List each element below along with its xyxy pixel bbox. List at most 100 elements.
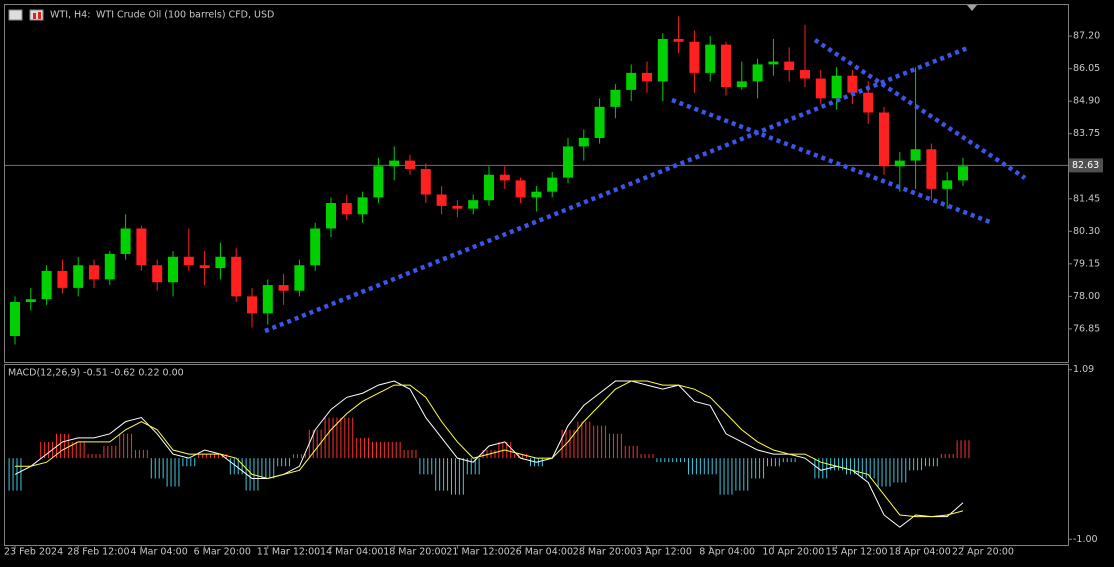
candle-body xyxy=(926,149,937,189)
x-tick-label: 3 Apr 12:00 xyxy=(636,547,692,558)
y-tick-label: 81.45 xyxy=(1073,193,1100,204)
icon-chart xyxy=(29,9,44,21)
x-tick-label: 28 Feb 12:00 xyxy=(67,547,129,558)
y-tick-label: 1.09 xyxy=(1073,364,1094,375)
candle-body xyxy=(657,38,668,82)
candle-body xyxy=(326,203,336,229)
x-tick-label: 28 Mar 20:00 xyxy=(573,547,636,558)
candle-body xyxy=(894,160,905,167)
last-price-box xyxy=(1069,158,1103,173)
candle-body xyxy=(310,228,321,266)
y-tick-label: 80.30 xyxy=(1073,226,1100,237)
candle-body xyxy=(89,265,99,280)
x-tick-label: 18 Mar 20:00 xyxy=(383,547,446,558)
candle-body xyxy=(436,194,447,206)
x-tick-label: 15 Apr 12:00 xyxy=(826,547,888,558)
channel-upper-line xyxy=(813,38,1027,180)
candle-body xyxy=(594,106,605,138)
candle-body xyxy=(689,41,700,73)
y-tick-label: 83.75 xyxy=(1073,128,1100,139)
channel-lower-line xyxy=(671,97,991,225)
trend-lines xyxy=(264,38,1027,334)
x-tick-label: 11 Mar 12:00 xyxy=(257,547,320,558)
candle-body xyxy=(673,38,684,42)
x-tick-label: 18 Apr 04:00 xyxy=(889,547,951,558)
candle-body xyxy=(294,265,305,291)
candle-body xyxy=(721,44,731,88)
symbol: WTI, H4: xyxy=(50,10,90,21)
shift-marker[interactable] xyxy=(967,5,977,11)
candle-body xyxy=(499,174,510,181)
candle-body xyxy=(183,256,194,266)
symbol-icons xyxy=(8,9,44,21)
y-tick-label: 84.90 xyxy=(1073,96,1100,107)
y-tick-label: 78.00 xyxy=(1073,291,1100,302)
candle-body xyxy=(25,299,36,303)
x-tick-label: 8 Apr 04:00 xyxy=(699,547,755,558)
candle-body xyxy=(152,265,163,283)
candle-body xyxy=(531,191,542,198)
macd-title: MACD(12,26,9) -0.51 -0.62 0.22 0.00 xyxy=(8,368,184,379)
candle-body xyxy=(262,285,273,314)
macd-panel-frame xyxy=(4,364,1069,546)
candle-body xyxy=(942,180,953,189)
x-tick-label: 6 Mar 20:00 xyxy=(194,547,251,558)
y-tick-label: 86.05 xyxy=(1073,63,1100,74)
macd-line xyxy=(15,380,964,518)
y-tick-label: 76.85 xyxy=(1073,323,1100,334)
candle-body xyxy=(547,177,558,192)
candle-body xyxy=(626,72,637,90)
x-tick-label: 14 Mar 04:00 xyxy=(320,547,383,558)
candle-body xyxy=(341,203,352,215)
candle-body xyxy=(231,256,242,297)
candle-body xyxy=(815,78,826,99)
chart-title: WTI Crude Oil (100 barrels) CFD, USD xyxy=(96,10,274,21)
x-tick-label: 21 Mar 12:00 xyxy=(446,547,509,558)
candle-body xyxy=(199,265,210,269)
macd-line xyxy=(14,380,964,528)
candle-body xyxy=(104,253,115,280)
candle-body xyxy=(420,169,431,195)
last-price-label: 82.63 xyxy=(1072,160,1099,171)
candle-body xyxy=(278,285,289,291)
x-tick-label: 10 Apr 20:00 xyxy=(762,547,824,558)
candle-body xyxy=(784,61,795,71)
candle-body xyxy=(736,81,747,88)
candle-body xyxy=(515,180,526,198)
candle-body xyxy=(800,70,810,79)
candle-body xyxy=(120,228,131,254)
candle-body xyxy=(610,89,621,107)
candle-body xyxy=(215,256,226,269)
x-tick-label: 26 Mar 04:00 xyxy=(510,547,573,558)
candle-body xyxy=(484,174,494,201)
icon-bar xyxy=(33,13,36,19)
candle-body xyxy=(910,149,921,161)
plot: 87.20 86.05 84.90 83.75 81.45 80.30 79.15 78.00… xyxy=(4,16,1103,558)
candle-body xyxy=(752,64,763,82)
candle-body xyxy=(642,72,652,82)
candle-body xyxy=(373,166,384,198)
support-trend-line xyxy=(264,44,971,334)
y-tick-label: 79.15 xyxy=(1073,258,1100,269)
candle-body xyxy=(578,137,589,147)
x-tick-label: 23 Feb 2024 xyxy=(4,547,63,558)
candle-body xyxy=(57,270,68,288)
candle-body xyxy=(168,256,178,283)
candle-body xyxy=(247,296,257,314)
candle-body xyxy=(705,44,716,73)
candle-body xyxy=(136,228,147,266)
candle-body xyxy=(847,75,858,93)
candle-body xyxy=(863,92,874,113)
candle-body xyxy=(768,61,779,65)
y-tick-label: 87.20 xyxy=(1073,31,1100,42)
main-panel-frame xyxy=(4,4,1069,363)
candle-body xyxy=(831,75,842,99)
y-tick-label: -1.00 xyxy=(1073,534,1098,545)
candle-body xyxy=(563,146,573,178)
candle-body xyxy=(405,160,415,170)
candle-body xyxy=(41,270,52,300)
candle-body xyxy=(389,160,400,167)
